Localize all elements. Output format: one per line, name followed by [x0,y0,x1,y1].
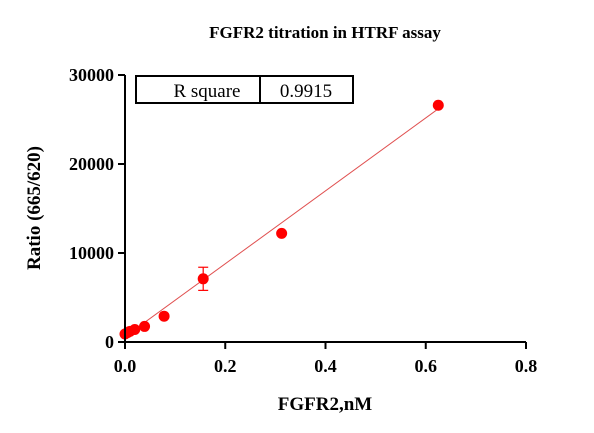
r-square-table-border [135,75,354,104]
x-axis-label: FGFR2,nM [278,394,373,415]
data-point-7 [276,227,288,239]
x-tick-label-3: 0.6 [415,356,438,376]
r-square-table: R square 0.9915 [135,75,354,104]
x-tick-label-0: 0.0 [114,356,137,376]
chart-title: FGFR2 titration in HTRF assay [209,23,441,42]
x-tick-label-1: 0.2 [214,356,237,376]
data-point-6 [197,273,209,285]
y-tick-label-0: 0 [105,332,114,352]
x-tick-label-4: 0.8 [515,356,538,376]
r-square-value: 0.9915 [280,81,332,102]
x-tick-label-2: 0.4 [314,356,337,376]
data-point-3 [129,324,141,336]
y-tick-label-1: 10000 [69,243,114,263]
y-tick-label-2: 20000 [69,154,114,174]
data-point-8 [432,99,444,111]
r-square-label: R square [173,81,240,102]
y-axis-label: Ratio (665/620) [24,146,45,270]
fit-line [124,108,439,338]
data-point-4 [139,320,151,332]
data-point-5 [158,310,170,322]
y-tick-label-3: 30000 [69,65,114,85]
